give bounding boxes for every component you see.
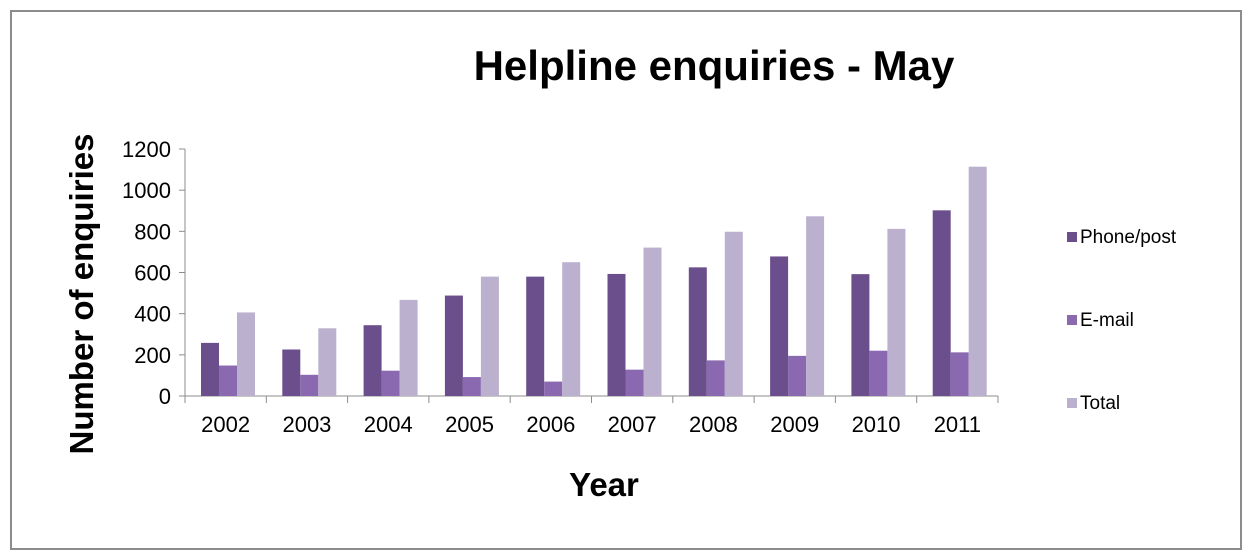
bar-phone-post-2009 — [770, 256, 789, 396]
x-tick-label: 2011 — [934, 412, 981, 437]
bar-e-mail-2005 — [462, 377, 481, 396]
bar-phone-post-2005 — [444, 295, 463, 396]
bar-total-2011 — [968, 166, 987, 396]
bar-e-mail-2003 — [300, 374, 319, 396]
y-tick-label: 200 — [134, 343, 171, 368]
bar-phone-post-2002 — [201, 342, 219, 396]
bar-phone-post-2007 — [607, 273, 626, 396]
x-tick-label: 2007 — [608, 412, 657, 437]
bar-phone-post-2003 — [282, 349, 301, 396]
plot-area: 0 200 400 600 800 1000 1200 2002 2003 2004 2005 200… — [122, 137, 999, 437]
bar-e-mail-2002 — [219, 365, 237, 396]
legend-label-e-mail: E-mail — [1080, 310, 1134, 331]
bar-e-mail-2010 — [869, 350, 888, 396]
y-tick-label: 400 — [134, 302, 171, 327]
bar-phone-post-2011 — [932, 210, 951, 396]
legend-swatch-e-mail — [1067, 315, 1077, 325]
bar-total-2004 — [399, 299, 418, 396]
bar-total-2002 — [237, 312, 255, 396]
bar-e-mail-2004 — [381, 370, 400, 396]
bar-total-2009 — [806, 216, 825, 396]
bar-e-mail-2007 — [625, 369, 644, 396]
y-axis-title: Number of enquiries — [63, 134, 100, 455]
y-tick-label: 800 — [134, 219, 171, 244]
bar-total-2008 — [724, 231, 743, 396]
x-tick-label: 2008 — [689, 412, 738, 437]
chart-frame: Helpline enquiries - May Number of enqui… — [10, 10, 1242, 550]
y-tick-label: 1200 — [122, 137, 171, 162]
bar-total-2006 — [562, 262, 581, 396]
x-tick-label: 2009 — [770, 412, 819, 437]
legend-swatch-total — [1067, 398, 1077, 408]
y-tick-label: 1000 — [122, 178, 171, 203]
chart-title: Helpline enquiries - May — [474, 42, 955, 89]
x-tick-label: 2005 — [445, 412, 494, 437]
legend-label-total: Total — [1080, 393, 1120, 414]
x-tick-label: 2010 — [852, 412, 901, 437]
bar-total-2007 — [643, 247, 662, 396]
bar-phone-post-2006 — [526, 276, 545, 396]
legend-label-phone-post: Phone/post — [1080, 227, 1177, 248]
chart-svg: Helpline enquiries - May Number of enqui… — [63, 42, 1177, 503]
y-tick-label: 600 — [134, 261, 171, 286]
bar-phone-post-2004 — [363, 325, 382, 396]
legend-swatch-phone-post — [1067, 232, 1077, 242]
bar-e-mail-2009 — [788, 355, 807, 396]
x-tick-label: 2003 — [282, 412, 331, 437]
y-tick-label: 0 — [159, 384, 171, 409]
x-tick-label: 2006 — [526, 412, 575, 437]
bar-phone-post-2010 — [851, 274, 870, 396]
bar-total-2010 — [887, 228, 906, 396]
bar-total-2005 — [480, 276, 499, 396]
x-tick-label: 2002 — [201, 412, 250, 437]
x-tick-label: 2004 — [364, 412, 413, 437]
bar-e-mail-2008 — [706, 360, 725, 396]
bar-phone-post-2008 — [688, 267, 707, 396]
bar-e-mail-2011 — [950, 352, 969, 396]
bar-e-mail-2006 — [544, 381, 563, 396]
bar-total-2003 — [318, 328, 337, 396]
legend: Phone/post E-mail Total — [1067, 227, 1177, 414]
x-axis-title: Year — [569, 466, 639, 503]
